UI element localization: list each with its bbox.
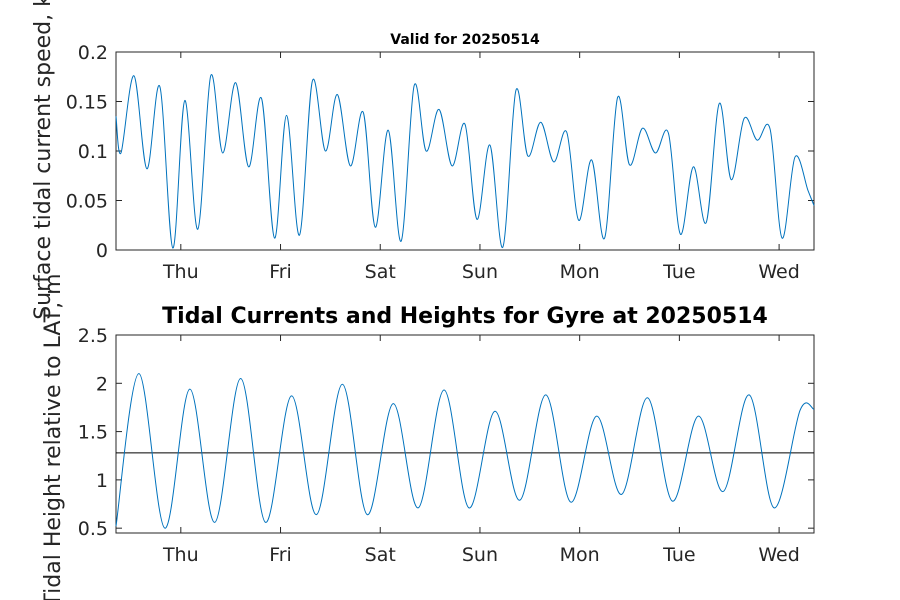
tidal-height-xtick-label: Wed — [758, 544, 799, 566]
tidal-height-ytick-label: 1.5 — [78, 422, 108, 444]
tidal-height-ytick-label: 1 — [96, 470, 108, 492]
tidal-height-ytick-label: 0.5 — [78, 518, 108, 540]
current-speed-panel: 0 0.05 0.1 0.15 0.2 Thu Fri Sat Sun Mon Tue Wed Val… — [31, 0, 815, 320]
tidal-height-ticks: 0.5 1 1.5 2 2.5 Thu Fri Sat Sun Mon Tue Wed — [78, 325, 814, 566]
tidal-height-ytick-label: 2.5 — [78, 325, 108, 347]
current-speed-axes — [115, 51, 815, 251]
tidal-height-ytick-label: 2 — [96, 373, 108, 395]
current-speed-ylabel: Surface tidal current speed, kn — [31, 0, 56, 320]
current-speed-xtick-label: Sun — [462, 261, 498, 283]
current-speed-line — [115, 74, 815, 249]
tidal-height-xtick-label: Thu — [162, 544, 199, 566]
tidal-height-xtick-label: Sat — [365, 544, 396, 566]
current-speed-xtick-label: Wed — [758, 261, 799, 283]
current-speed-ytick-label: 0.1 — [78, 141, 108, 163]
tidal-height-panel: 0.5 1 1.5 2 2.5 Thu Fri Sat Sun Mon Tue Wed Tidal C… — [41, 273, 815, 600]
tidal-height-xtick-label: Mon — [560, 544, 600, 566]
tidal-height-xtick-label: Sun — [462, 544, 498, 566]
current-speed-title: Valid for 20250514 — [390, 32, 540, 48]
tidal-height-xtick-label: Tue — [662, 544, 695, 566]
current-speed-xtick-label: Sat — [365, 261, 396, 283]
tidal-height-title: Tidal Currents and Heights for Gyre at 2… — [162, 304, 768, 329]
tidal-height-line — [115, 373, 815, 529]
current-speed-ticks: 0 0.05 0.1 0.15 0.2 Thu Fri Sat Sun Mon Tue Wed — [66, 42, 814, 283]
tidal-height-ylabel: Tidal Height relative to LAT, m — [41, 273, 66, 600]
current-speed-xtick-label: Mon — [560, 261, 600, 283]
current-speed-xtick-label: Fri — [269, 261, 292, 283]
tidal-height-xtick-label: Fri — [269, 544, 292, 566]
current-speed-xtick-label: Tue — [662, 261, 695, 283]
current-speed-ytick-label: 0.15 — [66, 92, 108, 114]
current-speed-ytick-label: 0.05 — [66, 191, 108, 213]
current-speed-ytick-label: 0.2 — [78, 42, 108, 64]
current-speed-ytick-label: 0 — [96, 240, 108, 262]
current-speed-xtick-label: Thu — [162, 261, 199, 283]
